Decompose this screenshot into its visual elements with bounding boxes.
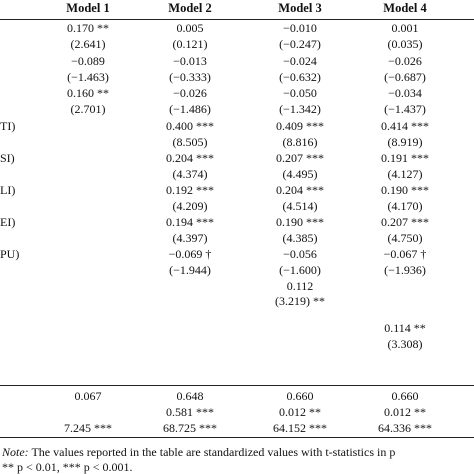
- table-cell: −0.026: [388, 54, 422, 68]
- table-cell: (4.170): [387, 199, 423, 213]
- table-cell: 0.648: [176, 389, 204, 403]
- table-cell: (8.505): [172, 135, 208, 149]
- header-rule: [0, 19, 474, 20]
- table-cell: 0.012 **: [384, 405, 426, 419]
- note-significance: ** p < 0.01, *** p < 0.001.: [2, 460, 133, 474]
- table-cell: −0.034: [388, 86, 422, 100]
- table-cell: 68.725 ***: [163, 421, 217, 435]
- table-cell: −0.067 †: [383, 247, 427, 261]
- table-cell: 0.414 ***: [381, 119, 429, 133]
- table-cell: 0.204 ***: [276, 183, 324, 197]
- table-cell: 0.204 ***: [166, 151, 214, 165]
- table-cell: 0.012 **: [279, 405, 321, 419]
- stats-rule: [0, 385, 474, 386]
- table-cell: (−1.600): [279, 263, 321, 277]
- table-cell: (4.209): [172, 199, 208, 213]
- table-cell: (8.919): [387, 135, 423, 149]
- column-header: Model 2: [168, 1, 212, 15]
- table-cell: (2.641): [70, 37, 106, 51]
- column-header: Model 4: [383, 1, 427, 15]
- table-cell: 0.190 ***: [381, 183, 429, 197]
- table-cell: (3.219) **: [275, 294, 325, 308]
- table-cell: −0.056: [283, 247, 317, 261]
- table-cell: (4.397): [172, 231, 208, 245]
- table-cell: (2.701): [70, 102, 106, 116]
- table-cell: 0.581 ***: [166, 405, 214, 419]
- table-cell: (−1.944): [169, 263, 211, 277]
- table-cell: 0.191 ***: [381, 151, 429, 165]
- table-cell: −0.069 †: [168, 247, 212, 261]
- table-cell: 0.067: [74, 389, 102, 403]
- table-cell: (−1.437): [384, 102, 426, 116]
- table-cell: 7.245 ***: [64, 421, 112, 435]
- table-cell: 0.660: [391, 389, 419, 403]
- note-lead: Note:: [2, 445, 29, 459]
- column-header: Model 1: [66, 1, 110, 15]
- table-cell: (−1.463): [67, 70, 109, 84]
- column-header: Model 3: [278, 1, 322, 15]
- table-cell: (8.816): [282, 135, 318, 149]
- bottom-rule: [0, 437, 474, 438]
- table-cell: (0.035): [387, 37, 423, 51]
- table-cell: 0.112: [286, 279, 314, 293]
- table-cell: −0.089: [71, 54, 105, 68]
- table-cell: −0.050: [283, 86, 317, 100]
- table-cell: −0.024: [283, 54, 317, 68]
- table-cell: 0.207 ***: [276, 151, 324, 165]
- table-cell: −0.013: [173, 54, 207, 68]
- table-cell: (4.374): [172, 167, 208, 181]
- table-cell: (−0.247): [279, 37, 321, 51]
- row-label: TI): [0, 119, 16, 133]
- table-cell: (−0.687): [384, 70, 426, 84]
- table-cell: (−0.632): [279, 70, 321, 84]
- table-cell: (4.127): [387, 167, 423, 181]
- row-label: PU): [0, 247, 20, 261]
- table-cell: 0.005: [176, 21, 204, 35]
- table-cell: 64.152 ***: [273, 421, 327, 435]
- table-cell: −0.010: [283, 21, 317, 35]
- table-cell: −0.026: [173, 86, 207, 100]
- table-cell: 0.400 ***: [166, 119, 214, 133]
- table-cell: 0.114 **: [384, 321, 426, 335]
- table-cell: (4.385): [282, 231, 318, 245]
- row-label: LI): [0, 183, 16, 197]
- table-cell: (−1.486): [169, 102, 211, 116]
- table-cell: 0.170 **: [67, 21, 109, 35]
- row-label: SI): [0, 151, 15, 165]
- note-line: Note: The values reported in the table a…: [2, 445, 395, 459]
- table-cell: (4.495): [282, 167, 318, 181]
- table-cell: (3.308): [387, 337, 423, 351]
- row-label: EI): [0, 215, 16, 229]
- table-cell: 0.160 **: [67, 86, 109, 100]
- table-cell: (−0.333): [169, 70, 211, 84]
- table-cell: 0.192 ***: [166, 183, 214, 197]
- table-cell: (−1.342): [279, 102, 321, 116]
- table-cell: 0.207 ***: [381, 215, 429, 229]
- table-cell: 64.336 ***: [378, 421, 432, 435]
- table-cell: 0.660: [286, 389, 314, 403]
- table-cell: (0.121): [172, 37, 208, 51]
- table-cell: (4.750): [387, 231, 423, 245]
- table-cell: 0.190 ***: [276, 215, 324, 229]
- table-cell: 0.194 ***: [166, 215, 214, 229]
- table-cell: 0.409 ***: [276, 119, 324, 133]
- table-cell: 0.001: [391, 21, 419, 35]
- table-cell: (4.514): [282, 199, 318, 213]
- note-text: The values reported in the table are sta…: [31, 445, 396, 459]
- table-cell: (−1.936): [384, 263, 426, 277]
